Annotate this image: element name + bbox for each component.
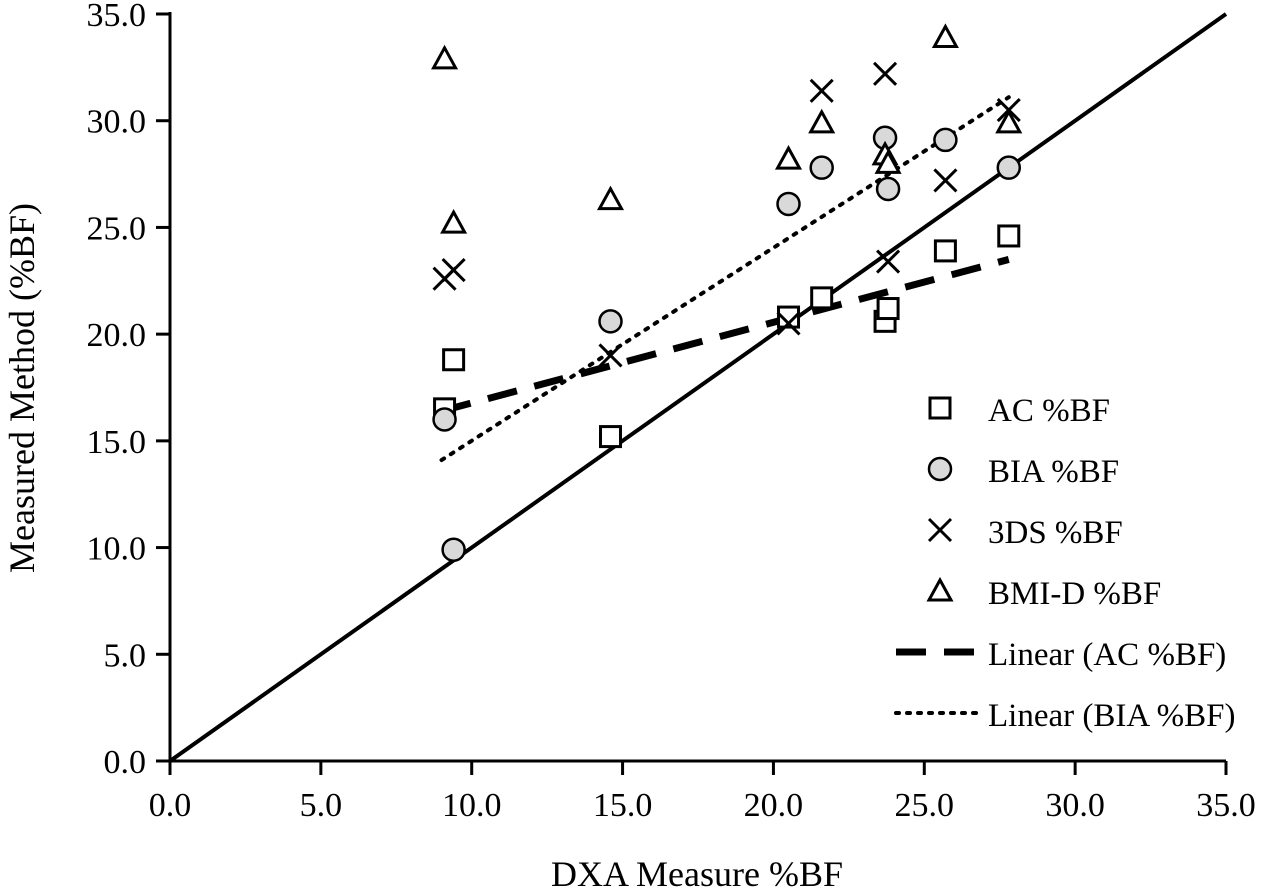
point-3ds <box>776 311 801 336</box>
axes: 0.0 5.0 10.0 15.0 20.0 25.0 30.0 35.0 0.0 5.0 10.0… <box>87 0 1256 824</box>
x-tick-label: 0.0 <box>149 787 192 824</box>
data-points <box>431 23 1023 562</box>
y-tick-label: 25.0 <box>87 210 147 247</box>
point-3ds <box>876 249 901 274</box>
point-bia <box>598 309 623 334</box>
x-tick-label: 5.0 <box>300 787 343 824</box>
point-bmi-d <box>774 145 803 170</box>
trendlines <box>168 12 1228 763</box>
y-tick-label: 0.0 <box>104 744 147 781</box>
legend-item-bmi-d: BMI-D %BF <box>926 576 1161 612</box>
point-bmi-d <box>596 185 625 211</box>
y-tick-label: 15.0 <box>87 424 147 461</box>
point-3ds <box>933 168 958 193</box>
point-ac <box>777 305 801 329</box>
y-tick-label: 20.0 <box>87 317 147 354</box>
point-bmi-d <box>431 44 459 70</box>
point-bia <box>776 191 801 217</box>
point-bmi-d <box>808 108 836 134</box>
point-ac <box>876 297 900 321</box>
y-tick-label: 35.0 <box>87 0 147 34</box>
point-ac <box>810 286 834 310</box>
x-tick-label: 30.0 <box>1045 787 1105 824</box>
point-bmi-d <box>874 149 902 174</box>
point-ac <box>599 425 623 449</box>
y-tick-label: 30.0 <box>87 104 147 141</box>
point-3ds <box>873 61 898 86</box>
x-tick-label: 15.0 <box>593 787 653 824</box>
x-tick-label: 25.0 <box>895 787 955 824</box>
point-ac <box>442 348 466 372</box>
point-3ds <box>809 78 834 103</box>
y-tick-label: 5.0 <box>104 637 147 674</box>
legend-label-bia: BIA %BF <box>988 454 1119 490</box>
point-bia <box>432 407 457 432</box>
legend-label-linear-bia: Linear (BIA %BF) <box>988 698 1235 734</box>
identity-line <box>168 12 1228 763</box>
trendline-ac <box>440 256 1010 415</box>
point-bia <box>996 155 1022 180</box>
x-tick-label: 10.0 <box>442 787 502 824</box>
point-bmi-d <box>440 209 468 234</box>
legend-marker-bia <box>927 456 953 482</box>
legend-item-linear-bia: Linear (BIA %BF) <box>894 698 1235 734</box>
x-axis-title: DXA Measure %BF <box>551 854 843 888</box>
legend-marker-bmi-d <box>926 576 954 602</box>
legend-item-ac: AC %BF <box>928 393 1110 429</box>
point-3ds <box>598 343 623 368</box>
point-bia <box>809 155 834 180</box>
legend: AC %BF BIA %BF 3DS %BF BMI-D %BF Linear (AC … <box>894 393 1235 734</box>
legend-label-bmi-d: BMI-D %BF <box>988 576 1161 612</box>
point-3ds <box>441 258 466 283</box>
legend-marker-ac <box>928 396 952 420</box>
legend-label-linear-ac: Linear (AC %BF) <box>988 637 1226 673</box>
point-bia <box>441 537 466 562</box>
point-bmi-d <box>995 108 1023 134</box>
point-ac <box>997 224 1021 248</box>
legend-label-3ds: 3DS %BF <box>988 515 1123 551</box>
y-axis-title: Measured Method (%BF) <box>2 203 42 573</box>
point-bia <box>875 176 901 202</box>
x-tick-label: 20.0 <box>744 787 804 824</box>
legend-marker-3ds <box>927 517 953 543</box>
point-bia <box>933 127 958 153</box>
x-tick-label: 35.0 <box>1196 787 1256 824</box>
y-tick-label: 10.0 <box>87 531 147 568</box>
trendline-bia <box>439 95 1011 463</box>
legend-item-linear-ac: Linear (AC %BF) <box>896 637 1226 673</box>
point-ac <box>933 239 957 263</box>
legend-item-bia: BIA %BF <box>927 454 1119 490</box>
legend-label-ac: AC %BF <box>988 393 1110 429</box>
legend-item-3ds: 3DS %BF <box>927 515 1123 551</box>
point-bmi-d <box>931 23 959 48</box>
